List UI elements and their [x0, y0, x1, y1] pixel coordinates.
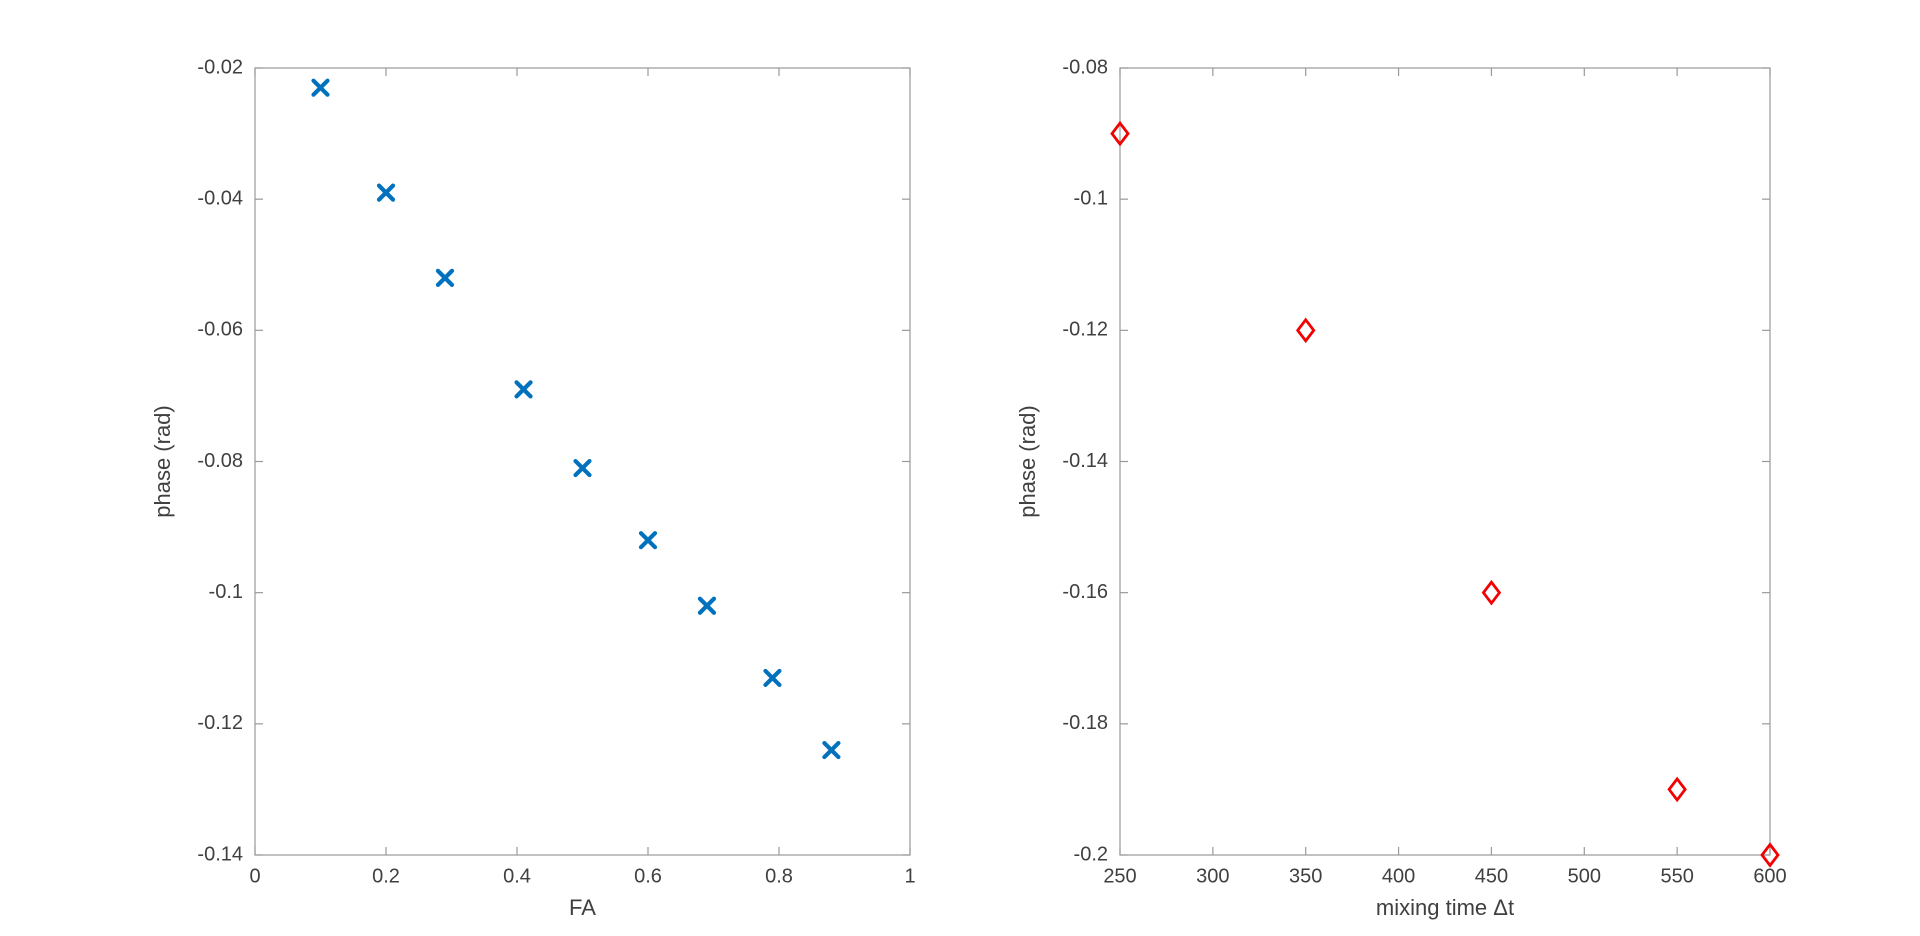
x-tick-label: 300 [1196, 866, 1229, 888]
y-tick-label: -0.14 [197, 843, 243, 865]
left-plot: 0 0.2 0.4 0.6 0.8 1 -0.14 -0.12 -0.1 -0.08 -0.06 -0… [150, 56, 916, 920]
y-tick-label: -0.06 [197, 319, 243, 341]
data-marker-diamond [1667, 776, 1687, 803]
y-tick-label: -0.08 [1062, 56, 1108, 78]
data-marker-x [311, 78, 330, 97]
data-marker-x [573, 458, 592, 478]
y-tick-label: -0.04 [197, 187, 243, 209]
x-tick-label: 0.4 [503, 866, 531, 888]
data-series [1110, 120, 1780, 868]
data-marker-x [763, 668, 782, 688]
data-marker-x [822, 740, 841, 760]
x-tick-label: 0.8 [765, 866, 793, 888]
x-tick-label: 0.6 [634, 866, 662, 888]
y-tick-label: -0.16 [1062, 581, 1108, 603]
x-axis-label: mixing time Δt [1376, 895, 1514, 920]
data-marker-diamond [1110, 120, 1130, 147]
data-marker-x [514, 380, 533, 399]
y-tick-label: -0.1 [1074, 187, 1108, 209]
x-tick-label: 1 [904, 866, 915, 888]
x-tick-label: 400 [1382, 866, 1415, 888]
y-tick-label: -0.12 [197, 712, 243, 734]
data-marker-x [697, 596, 717, 615]
data-marker-x [376, 183, 396, 202]
y-axis-label: phase (rad) [1015, 405, 1040, 518]
data-marker-x [435, 268, 455, 287]
y-tick-label: -0.1 [209, 581, 243, 603]
x-tick-label: 550 [1660, 866, 1693, 888]
x-tick-label: 500 [1568, 866, 1601, 888]
x-tick-label: 250 [1103, 866, 1136, 888]
axes-box [1119, 67, 1771, 856]
data-marker-diamond [1481, 579, 1502, 606]
x-tick-label: 600 [1753, 866, 1786, 888]
data-marker-diamond [1295, 317, 1316, 344]
data-marker-diamond [1760, 842, 1780, 868]
right-plot: 250 300 350 400 450 500 550 600 -0.2 -0.18 -0.16 -0… [1015, 56, 1787, 920]
x-tick-label: 450 [1475, 866, 1508, 888]
x-tick-label: 0.2 [372, 866, 400, 888]
y-axis-label: phase (rad) [150, 405, 175, 518]
x-tick-label: 350 [1289, 866, 1322, 888]
y-tick-label: -0.14 [1062, 450, 1108, 472]
data-series [311, 78, 841, 760]
x-axis-label: FA [569, 895, 596, 920]
data-marker-x [638, 531, 658, 550]
y-tick-label: -0.2 [1074, 843, 1108, 865]
axes-box [254, 67, 911, 856]
y-tick-label: -0.08 [197, 450, 243, 472]
y-tick-label: -0.18 [1062, 712, 1108, 734]
y-tick-label: -0.12 [1062, 319, 1108, 341]
x-tick-label: 0 [249, 866, 260, 888]
y-tick-label: -0.02 [197, 56, 243, 78]
